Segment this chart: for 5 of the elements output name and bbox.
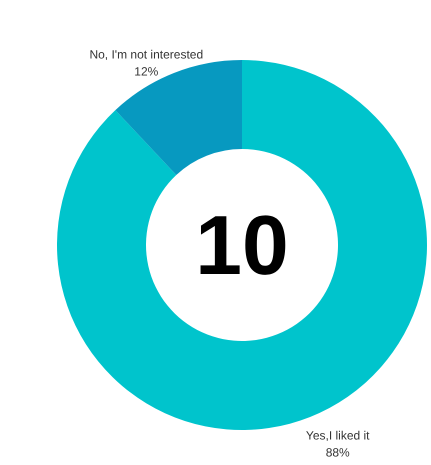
slice-label: Yes,I liked it xyxy=(306,428,370,443)
slice-label: No, I'm not interested xyxy=(89,47,204,62)
data-label: 12% xyxy=(134,64,159,78)
text: 10 xyxy=(195,198,289,292)
data-label: 88% xyxy=(326,446,350,460)
